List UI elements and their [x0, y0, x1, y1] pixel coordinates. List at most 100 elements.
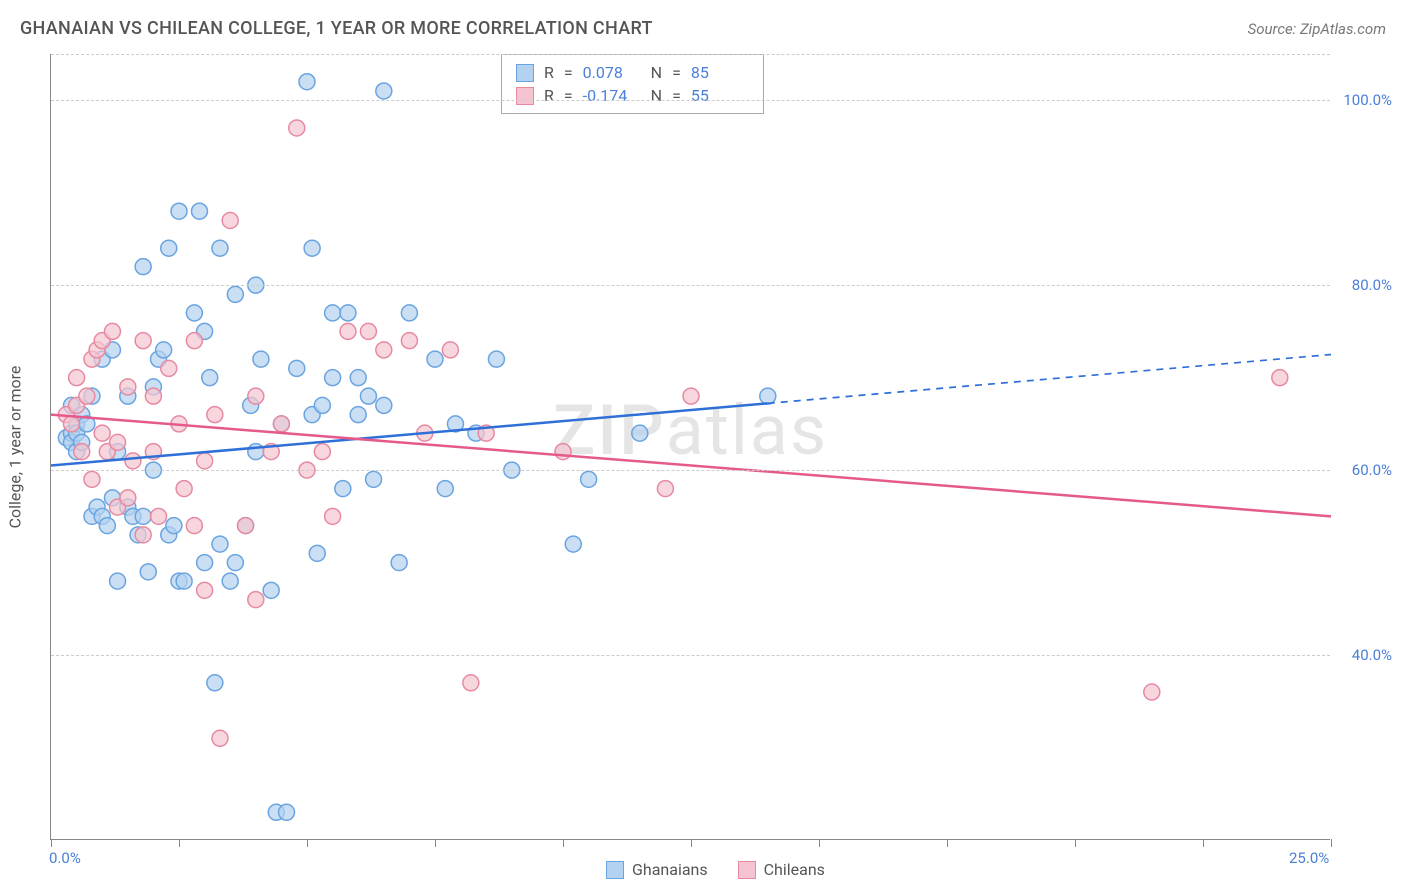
data-point: [222, 573, 238, 589]
data-point: [376, 83, 392, 99]
y-tick-label: 40.0%: [1336, 646, 1392, 664]
stat-r-value: -0.174: [583, 86, 641, 105]
data-point: [74, 444, 90, 460]
data-point: [176, 573, 192, 589]
stats-row: R=0.078N=85: [516, 61, 749, 84]
data-point: [263, 582, 279, 598]
data-point: [171, 203, 187, 219]
data-point: [197, 453, 213, 469]
data-point: [253, 351, 269, 367]
data-point: [581, 471, 597, 487]
data-point: [191, 203, 207, 219]
legend-item: Chileans: [738, 860, 825, 879]
data-point: [161, 360, 177, 376]
correlation-stats-box: R=0.078N=85R=-0.174N=55: [501, 54, 764, 114]
data-point: [197, 582, 213, 598]
stat-eq: =: [672, 86, 681, 105]
series-swatch: [516, 64, 534, 82]
data-point: [207, 407, 223, 423]
x-tick: [947, 839, 948, 847]
data-point: [135, 508, 151, 524]
gridline-h: [51, 54, 1330, 55]
data-point: [69, 370, 85, 386]
data-point: [427, 351, 443, 367]
data-point: [376, 342, 392, 358]
data-point: [227, 555, 243, 571]
stat-eq: =: [672, 63, 681, 82]
data-point: [401, 305, 417, 321]
regression-line-dashed: [768, 355, 1331, 404]
data-point: [350, 370, 366, 386]
stat-eq: =: [564, 86, 573, 105]
stat-r-label: R: [544, 63, 554, 82]
data-point: [401, 333, 417, 349]
data-point: [463, 675, 479, 691]
x-tick: [563, 839, 564, 847]
data-point: [289, 360, 305, 376]
x-tick: [307, 839, 308, 847]
data-point: [186, 518, 202, 534]
data-point: [304, 240, 320, 256]
legend-label: Ghanaians: [632, 860, 708, 879]
data-point: [212, 240, 228, 256]
data-point: [565, 536, 581, 552]
x-tick: [1075, 839, 1076, 847]
gridline-h: [51, 655, 1330, 656]
data-point: [135, 333, 151, 349]
y-tick-label: 80.0%: [1336, 276, 1392, 294]
data-point: [120, 379, 136, 395]
data-point: [227, 286, 243, 302]
regression-line: [51, 403, 768, 465]
x-tick: [435, 839, 436, 847]
y-tick-label: 100.0%: [1336, 91, 1392, 109]
data-point: [360, 388, 376, 404]
data-point: [366, 471, 382, 487]
x-tick-label: 25.0%: [1289, 849, 1329, 867]
data-point: [683, 388, 699, 404]
stat-eq: =: [564, 63, 573, 82]
gridline-h: [51, 470, 1330, 471]
data-point: [279, 804, 295, 820]
data-point: [156, 342, 172, 358]
data-point: [166, 518, 182, 534]
data-point: [161, 240, 177, 256]
x-tick: [819, 839, 820, 847]
data-point: [657, 481, 673, 497]
data-point: [212, 730, 228, 746]
data-point: [63, 416, 79, 432]
data-point: [1144, 684, 1160, 700]
data-point: [212, 536, 228, 552]
data-point: [140, 564, 156, 580]
stat-r-value: 0.078: [583, 63, 641, 82]
gridline-h: [51, 100, 1330, 101]
x-tick: [691, 839, 692, 847]
x-tick: [1331, 839, 1332, 847]
data-point: [299, 74, 315, 90]
x-tick: [179, 839, 180, 847]
data-point: [248, 388, 264, 404]
data-point: [110, 573, 126, 589]
data-point: [376, 397, 392, 413]
data-point: [202, 370, 218, 386]
data-point: [248, 592, 264, 608]
gridline-h: [51, 285, 1330, 286]
legend-swatch: [606, 861, 624, 879]
data-point: [273, 416, 289, 432]
legend-swatch: [738, 861, 756, 879]
data-point: [197, 555, 213, 571]
series-swatch: [516, 87, 534, 105]
data-point: [135, 259, 151, 275]
data-point: [125, 453, 141, 469]
data-point: [222, 212, 238, 228]
data-point: [145, 388, 161, 404]
data-point: [151, 508, 167, 524]
data-point: [437, 481, 453, 497]
data-point: [340, 323, 356, 339]
data-point: [186, 305, 202, 321]
chart-header: GHANAIAN VS CHILEAN COLLEGE, 1 YEAR OR M…: [20, 18, 1386, 39]
data-point: [79, 388, 95, 404]
stat-n-label: N: [651, 86, 662, 105]
data-point: [289, 120, 305, 136]
data-point: [391, 555, 407, 571]
data-point: [340, 305, 356, 321]
